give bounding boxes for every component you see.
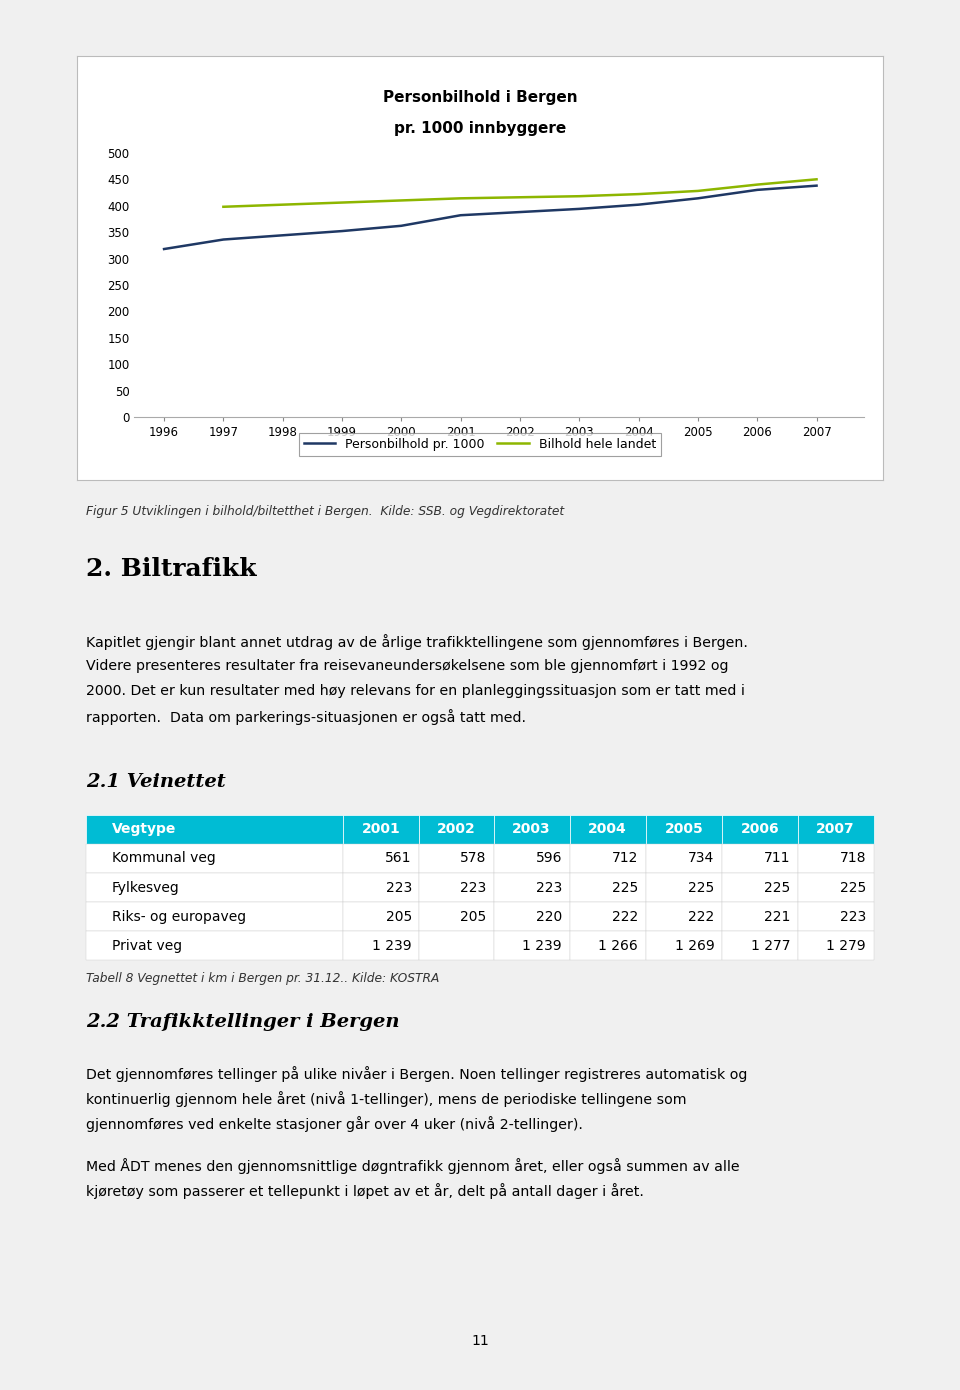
Text: gjennomføres ved enkelte stasjoner går over 4 uker (nivå 2-tellinger).: gjennomføres ved enkelte stasjoner går o… — [86, 1116, 584, 1131]
Text: kontinuerlig gjennom hele året (nivå 1-tellinger), mens de periodiske tellingene: kontinuerlig gjennom hele året (nivå 1-t… — [86, 1091, 687, 1106]
Text: pr. 1000 innbyggere: pr. 1000 innbyggere — [394, 121, 566, 136]
Text: 2.1 Veinettet: 2.1 Veinettet — [86, 773, 227, 791]
Text: Det gjennomføres tellinger på ulike nivåer i Bergen. Noen tellinger registreres : Det gjennomføres tellinger på ulike nivå… — [86, 1066, 748, 1081]
Text: Med ÅDT menes den gjennomsnittlige døgntrafikk gjennom året, eller også summen a: Med ÅDT menes den gjennomsnittlige døgnt… — [86, 1158, 740, 1173]
Legend: Personbilhold pr. 1000, Bilhold hele landet: Personbilhold pr. 1000, Bilhold hele lan… — [300, 432, 660, 456]
Text: Kapitlet gjengir blant annet utdrag av de årlige trafikktellingene som gjennomfø: Kapitlet gjengir blant annet utdrag av d… — [86, 634, 748, 649]
Text: Personbilhold i Bergen: Personbilhold i Bergen — [383, 90, 577, 106]
Text: Figur 5 Utviklingen i bilhold/biltetthet i Bergen.  Kilde: SSB. og Vegdirektorat: Figur 5 Utviklingen i bilhold/biltetthet… — [86, 505, 564, 517]
Text: kjøretøy som passerer et tellepunkt i løpet av et år, delt på antall dager i åre: kjøretøy som passerer et tellepunkt i lø… — [86, 1183, 644, 1198]
Text: 2. Biltrafikk: 2. Biltrafikk — [86, 557, 257, 581]
Text: rapporten.  Data om parkerings-situasjonen er også tatt med.: rapporten. Data om parkerings-situasjone… — [86, 709, 526, 724]
Text: 2.2 Trafikktellinger i Bergen: 2.2 Trafikktellinger i Bergen — [86, 1013, 400, 1031]
Text: Videre presenteres resultater fra reisevaneundersøkelsene som ble gjennomført i : Videre presenteres resultater fra reisev… — [86, 659, 729, 673]
Text: 2000. Det er kun resultater med høy relevans for en planleggingssituasjon som er: 2000. Det er kun resultater med høy rele… — [86, 684, 745, 698]
Text: 11: 11 — [471, 1334, 489, 1348]
Text: Tabell 8 Vegnettet i km i Bergen pr. 31.12.. Kilde: KOSTRA: Tabell 8 Vegnettet i km i Bergen pr. 31.… — [86, 972, 440, 984]
